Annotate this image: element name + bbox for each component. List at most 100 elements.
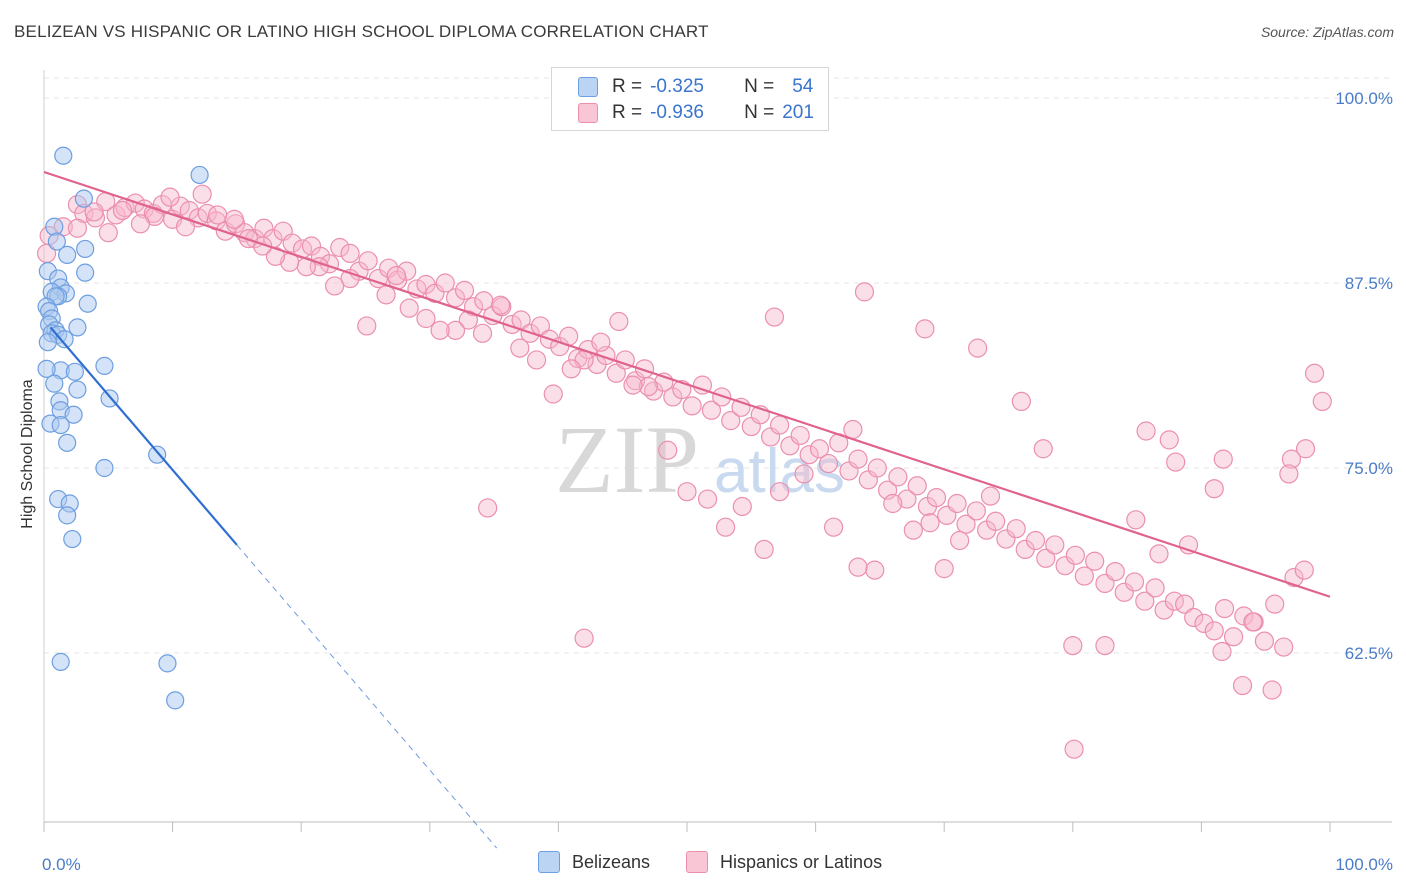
hispanic-point [84, 202, 104, 222]
hispanic-point [358, 251, 378, 271]
hispanic-point [769, 482, 790, 502]
hispanic-point [112, 200, 133, 221]
hispanic-point [1149, 544, 1169, 564]
hispanic-point [492, 297, 512, 317]
hispanic-point [430, 320, 450, 340]
belizean-point [63, 529, 82, 549]
belizean-point [64, 405, 83, 424]
y-tick-label: 100.0% [1335, 89, 1393, 108]
belizean-point [45, 374, 64, 393]
hispanic-point [1159, 430, 1179, 450]
legend-hispanics-label: Hispanics or Latinos [720, 851, 883, 872]
hispanic-point [1214, 598, 1235, 619]
hispanics-swatch [578, 103, 598, 123]
r-value: -0.325 [650, 76, 704, 97]
belizean-point [95, 458, 114, 478]
hispanic-point [224, 209, 244, 229]
legend-row-belizeans: R = -0.325 N = 54 [578, 75, 813, 99]
hispanic-point [732, 496, 752, 517]
hispanic-point [1135, 591, 1155, 611]
hispanic-point [325, 276, 345, 296]
watermark-zip: ZIP [555, 406, 699, 513]
hispanic-point [1204, 479, 1224, 499]
correlation-legend: R = -0.325 N = 54 R = -0.936 N = 201 [551, 67, 829, 131]
hispanic-point [1204, 621, 1224, 641]
trend-lines [43, 170, 1331, 849]
belizean-point [148, 445, 167, 464]
hispanic-point [574, 628, 594, 648]
hispanic-point [1011, 391, 1031, 411]
legend-belizeans[interactable]: Belizeans [538, 851, 650, 873]
hispanic-point [1124, 572, 1145, 592]
belizean-point [78, 294, 97, 313]
hispanic-point [907, 476, 927, 496]
hispanic-point [130, 214, 151, 234]
hispanic-point [1184, 607, 1204, 628]
belizean-point [45, 217, 64, 236]
hispanic-point [330, 237, 350, 258]
hispanic-points [36, 184, 1332, 759]
hispanic-point [1065, 545, 1085, 565]
hispanic-point [609, 311, 629, 332]
source-label: Source: ZipAtlas.com [1260, 24, 1394, 40]
belizean-point [38, 333, 57, 352]
hispanic-point [1126, 510, 1146, 530]
hispanic-point [697, 489, 718, 509]
hispanic-point [848, 449, 868, 469]
hispanic-point [769, 415, 790, 435]
hispanic-point [764, 307, 785, 327]
belizean-point [54, 146, 73, 165]
hispanic-point [454, 280, 475, 300]
hispanic-point [1175, 594, 1195, 614]
hispanic-point [956, 514, 976, 534]
hispanic-point [1064, 739, 1084, 759]
hispanic-point [926, 488, 947, 508]
hispanic-point [1166, 452, 1186, 472]
hispanic-point [754, 539, 774, 560]
hispanic-point [386, 266, 406, 286]
series-legend: Belizeans Hispanics or Latinos [0, 851, 1406, 877]
hispanic-point [543, 384, 563, 404]
hispanic-point [966, 501, 986, 521]
hispanic-point [721, 411, 741, 431]
hispanic-point [1136, 421, 1156, 441]
hispanic-point [854, 282, 875, 302]
belizeans-swatch [578, 77, 598, 97]
hispanic-point [445, 320, 466, 340]
hispanic-point [282, 233, 302, 253]
n-label: N = [744, 102, 775, 123]
gridlines [44, 77, 1392, 654]
hispanic-point [968, 338, 988, 358]
hispanic-point [980, 486, 1001, 506]
hispanic-point [376, 285, 396, 305]
belizean-point [51, 415, 70, 435]
hispanic-point [1294, 560, 1314, 580]
hispanic-point [947, 493, 967, 514]
hispanic-point [1279, 464, 1299, 484]
belizean-point [47, 232, 66, 251]
hispanic-point [883, 493, 903, 514]
hispanic-point [98, 223, 118, 243]
hispanic-point [561, 359, 581, 379]
hispanic-point [526, 350, 547, 370]
hispanic-point [606, 363, 626, 383]
axes [43, 70, 1392, 832]
hispanic-point [658, 440, 678, 460]
hispanic-point [818, 453, 839, 474]
belizean-point [76, 263, 95, 282]
hispanic-point [682, 396, 702, 416]
hispanic-point [1265, 594, 1285, 614]
hispanic-point [1145, 578, 1165, 598]
hispanic-point [824, 517, 844, 537]
hispanic-point [1006, 519, 1026, 539]
legend-hispanics[interactable]: Hispanics or Latinos [686, 851, 882, 873]
hispanic-point [1243, 612, 1263, 632]
hispanic-point [399, 298, 419, 318]
hispanics-swatch [686, 851, 708, 873]
hispanic-point [934, 559, 954, 579]
hispanic-point [809, 439, 830, 459]
hispanic-point [677, 482, 697, 502]
hispanic-point [888, 467, 908, 487]
hispanic-point [1114, 582, 1134, 602]
hispanic-point [794, 464, 814, 484]
